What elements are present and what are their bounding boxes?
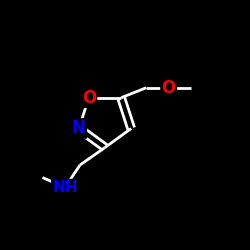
- Text: O: O: [82, 89, 96, 107]
- Text: O: O: [162, 79, 176, 97]
- Text: N: N: [72, 120, 86, 138]
- Text: NH: NH: [52, 180, 78, 195]
